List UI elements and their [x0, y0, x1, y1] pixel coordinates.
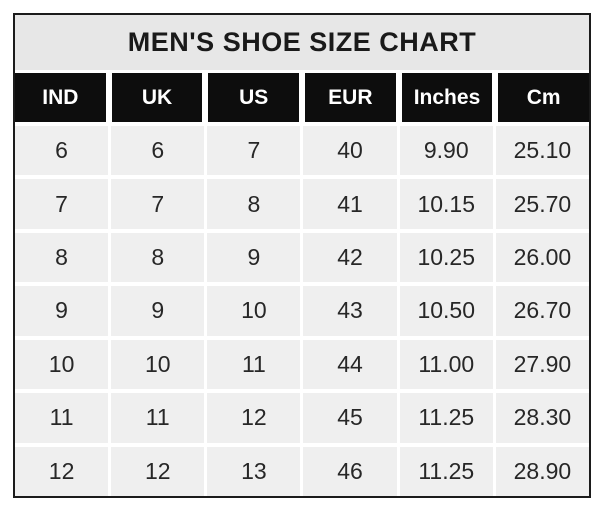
table-cell: 42: [303, 232, 397, 283]
table-cell: 11: [207, 339, 301, 390]
shoe-size-chart: MEN'S SHOE SIZE CHART IND UK US EUR Inches Cm…: [13, 13, 591, 498]
table-row: 12 12 13 46 11.25 28.90: [15, 446, 589, 496]
table-cell: 10.50: [399, 286, 493, 336]
table-cell: 9: [15, 286, 109, 336]
table-cell: 11.25: [399, 393, 493, 443]
table-cell: 27.90: [495, 339, 589, 390]
column-header-inches: Inches: [401, 73, 493, 122]
table-cell: 7: [207, 126, 301, 176]
header-row: IND UK US EUR Inches Cm: [15, 73, 589, 122]
column-header-ind: IND: [15, 73, 106, 122]
table-cell: 13: [207, 446, 301, 496]
table-cell: 8: [15, 232, 109, 283]
table-cell: 11.25: [399, 446, 493, 496]
table-cell: 45: [303, 393, 397, 443]
table-row: 11 11 12 45 11.25 28.30: [15, 393, 589, 443]
table-cell: 9.90: [399, 126, 493, 176]
table-cell: 12: [111, 446, 205, 496]
table-cell: 10.15: [399, 179, 493, 229]
table-cell: 10: [111, 339, 205, 390]
table-cell: 9: [207, 232, 301, 283]
table-cell: 25.10: [495, 126, 589, 176]
table-cell: 11: [15, 393, 109, 443]
table-cell: 40: [303, 126, 397, 176]
table-cell: 11.00: [399, 339, 493, 390]
table-row: 7 7 8 41 10.15 25.70: [15, 179, 589, 229]
column-header-uk: UK: [111, 73, 203, 122]
table-cell: 6: [15, 126, 109, 176]
table-cell: 26.00: [495, 232, 589, 283]
table-cell: 10.25: [399, 232, 493, 283]
table-cell: 28.90: [495, 446, 589, 496]
table-cell: 7: [15, 179, 109, 229]
table-cell: 6: [111, 126, 205, 176]
table-cell: 46: [303, 446, 397, 496]
table-cell: 9: [111, 286, 205, 336]
table-cell: 12: [207, 393, 301, 443]
table-cell: 43: [303, 286, 397, 336]
table-cell: 10: [15, 339, 109, 390]
table-cell: 26.70: [495, 286, 589, 336]
column-header-eur: EUR: [304, 73, 396, 122]
table-row: 8 8 9 42 10.25 26.00: [15, 232, 589, 283]
table-row: 10 10 11 44 11.00 27.90: [15, 339, 589, 390]
chart-title: MEN'S SHOE SIZE CHART: [15, 15, 589, 70]
table-cell: 44: [303, 339, 397, 390]
table-cell: 8: [207, 179, 301, 229]
table-cell: 7: [111, 179, 205, 229]
table-cell: 28.30: [495, 393, 589, 443]
table-cell: 11: [111, 393, 205, 443]
table-cell: 10: [207, 286, 301, 336]
table-cell: 12: [15, 446, 109, 496]
table-row: 6 6 7 40 9.90 25.10: [15, 126, 589, 176]
table-cell: 8: [111, 232, 205, 283]
table-row: 9 9 10 43 10.50 26.70: [15, 286, 589, 336]
table-cell: 25.70: [495, 179, 589, 229]
column-header-us: US: [208, 73, 299, 122]
table-cell: 41: [303, 179, 397, 229]
column-header-cm: Cm: [498, 73, 589, 122]
table-body: 6 6 7 40 9.90 25.10 7 7 8 41 10.15 25.70 8 8 9 42 10.25 2…: [15, 126, 589, 496]
